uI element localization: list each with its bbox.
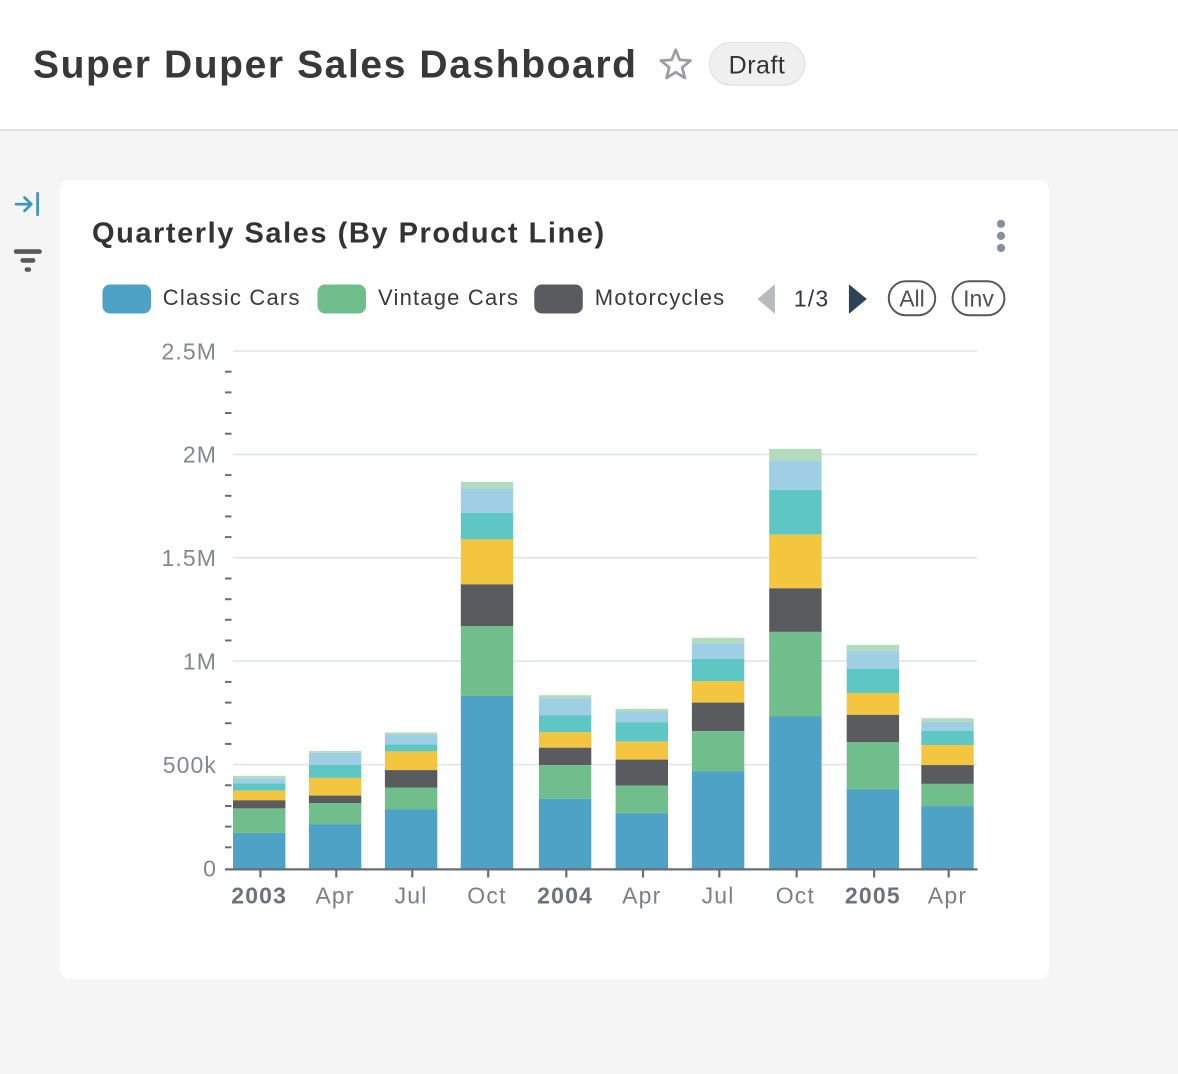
svg-text:Draft: Draft bbox=[729, 52, 786, 80]
svg-text:Apr: Apr bbox=[622, 883, 661, 909]
svg-text:0: 0 bbox=[203, 855, 217, 881]
svg-text:Jul: Jul bbox=[395, 883, 428, 909]
svg-text:Motorcycles: Motorcycles bbox=[595, 285, 726, 310]
svg-text:Jul: Jul bbox=[702, 883, 735, 909]
svg-text:Apr: Apr bbox=[315, 883, 354, 909]
svg-text:Classic Cars: Classic Cars bbox=[163, 285, 301, 310]
svg-text:Oct: Oct bbox=[776, 883, 815, 909]
svg-text:Apr: Apr bbox=[928, 883, 967, 909]
svg-text:All: All bbox=[899, 286, 925, 312]
svg-text:Oct: Oct bbox=[467, 883, 506, 909]
svg-text:Inv: Inv bbox=[963, 286, 994, 312]
svg-text:1/3: 1/3 bbox=[794, 286, 830, 312]
svg-text:500k: 500k bbox=[163, 752, 217, 778]
svg-text:1.5M: 1.5M bbox=[161, 545, 217, 571]
svg-text:2M: 2M bbox=[183, 442, 217, 468]
svg-text:Super Duper Sales Dashboard: Super Duper Sales Dashboard bbox=[33, 43, 638, 86]
svg-text:Quarterly Sales (By Product Li: Quarterly Sales (By Product Line) bbox=[92, 218, 606, 250]
svg-text:2003: 2003 bbox=[231, 883, 287, 909]
svg-text:2005: 2005 bbox=[845, 883, 901, 909]
svg-text:1M: 1M bbox=[183, 649, 217, 675]
svg-text:2004: 2004 bbox=[537, 883, 593, 909]
svg-text:Vintage Cars: Vintage Cars bbox=[378, 285, 519, 310]
svg-text:2.5M: 2.5M bbox=[161, 338, 217, 364]
